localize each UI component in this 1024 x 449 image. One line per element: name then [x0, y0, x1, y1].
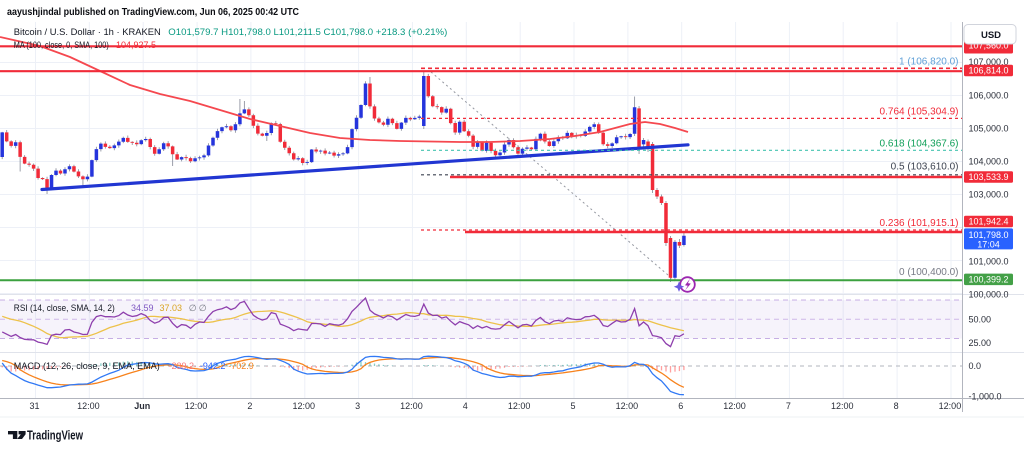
svg-text:0 (100,400.0): 0 (100,400.0) — [899, 267, 959, 278]
svg-text:106,814.0: 106,814.0 — [968, 66, 1008, 76]
svg-text:7: 7 — [786, 401, 791, 411]
svg-text:USD: USD — [981, 30, 1001, 41]
svg-text:107,560.0: 107,560.0 — [968, 41, 1008, 51]
svg-text:101,000.0: 101,000.0 — [969, 256, 1009, 266]
svg-text:Bitcoin / U.S. Dollar · 1h · K: Bitcoin / U.S. Dollar · 1h · KRAKEN — [14, 27, 161, 37]
svg-text:104,927.5: 104,927.5 — [116, 40, 156, 50]
svg-text:104,000.0: 104,000.0 — [969, 157, 1009, 167]
svg-text:12:00: 12:00 — [185, 401, 208, 411]
svg-text:106,000.0: 106,000.0 — [969, 91, 1009, 101]
svg-text:12:00: 12:00 — [508, 401, 531, 411]
svg-text:12:00: 12:00 — [77, 401, 100, 411]
svg-text:-1,000.0: -1,000.0 — [969, 392, 1002, 402]
svg-text:4: 4 — [463, 401, 468, 411]
svg-text:8: 8 — [894, 401, 899, 411]
svg-text:25.00: 25.00 — [969, 338, 992, 348]
svg-text:aayushjindal published on Trad: aayushjindal published on TradingView.co… — [7, 7, 299, 18]
svg-text:37.03: 37.03 — [160, 303, 183, 313]
svg-text:2: 2 — [247, 401, 252, 411]
svg-text:MA (100, close, 0, SMA, 100): MA (100, close, 0, SMA, 100) — [14, 40, 109, 50]
svg-text:0.5 (103,610.0): 0.5 (103,610.0) — [891, 162, 959, 173]
svg-text:12:00: 12:00 — [831, 401, 854, 411]
svg-text:0.764 (105,304.9): 0.764 (105,304.9) — [880, 107, 959, 118]
svg-text:TradingView: TradingView — [27, 429, 83, 443]
svg-text:103,533.9: 103,533.9 — [968, 172, 1008, 182]
svg-text:101,942.4: 101,942.4 — [968, 217, 1008, 227]
svg-text:MACD (12, 26, close, 9, EMA, E: MACD (12, 26, close, 9, EMA, EMA) — [14, 361, 160, 371]
svg-text:50.00: 50.00 — [969, 314, 992, 324]
svg-text:105,000.0: 105,000.0 — [969, 124, 1009, 134]
svg-text:-942.2: -942.2 — [200, 361, 226, 371]
svg-text:0.236 (101,915.1): 0.236 (101,915.1) — [880, 218, 959, 229]
svg-text:5: 5 — [570, 401, 575, 411]
svg-text:-239.2: -239.2 — [169, 361, 195, 371]
svg-text:O101,579.7 H101,798.0 L101,211: O101,579.7 H101,798.0 L101,211.5 C101,79… — [168, 27, 447, 37]
svg-text:31: 31 — [29, 401, 39, 411]
svg-text:12:00: 12:00 — [400, 401, 423, 411]
svg-text:101,798.0: 101,798.0 — [968, 230, 1008, 240]
svg-text:100,000.0: 100,000.0 — [969, 290, 1009, 300]
svg-text:0.618 (104,367.6): 0.618 (104,367.6) — [880, 139, 959, 150]
svg-text:Jun: Jun — [134, 401, 150, 411]
svg-text:12:00: 12:00 — [939, 401, 962, 411]
svg-text:0.0: 0.0 — [969, 361, 982, 371]
svg-text:100,399.2: 100,399.2 — [968, 275, 1008, 285]
svg-text:103,000.0: 103,000.0 — [969, 190, 1009, 200]
svg-text:1 (106,820.0): 1 (106,820.0) — [899, 57, 959, 68]
svg-text:6: 6 — [678, 401, 683, 411]
svg-text:107,000.0: 107,000.0 — [969, 57, 1009, 67]
svg-text:RSI (14, close, SMA, 14, 2): RSI (14, close, SMA, 14, 2) — [14, 303, 115, 313]
svg-text:12:00: 12:00 — [292, 401, 315, 411]
svg-text:∅: ∅ — [199, 303, 207, 313]
svg-text:34.59: 34.59 — [131, 303, 154, 313]
svg-text:-702.9: -702.9 — [228, 361, 254, 371]
svg-text:3: 3 — [355, 401, 360, 411]
svg-text:∅: ∅ — [189, 303, 197, 313]
svg-text:12:00: 12:00 — [616, 401, 639, 411]
svg-text:12:00: 12:00 — [723, 401, 746, 411]
svg-text:17:04: 17:04 — [977, 240, 1000, 250]
